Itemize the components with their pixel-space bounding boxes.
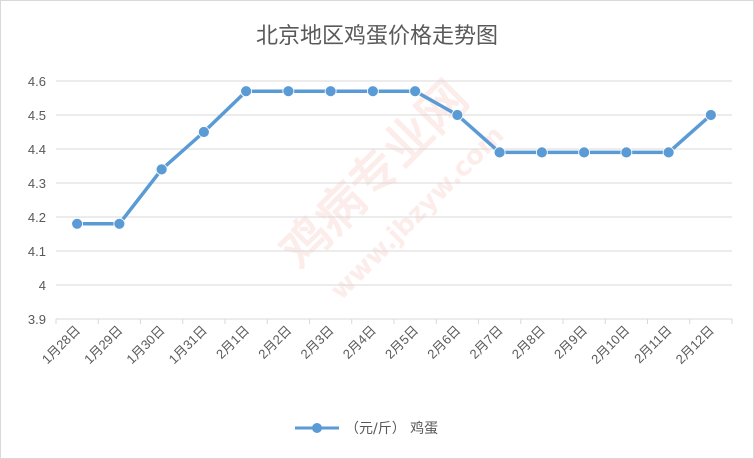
x-tick-label: 1月28日 — [39, 323, 83, 367]
y-tick-label: 4.2 — [28, 210, 46, 225]
y-axis: 3.9 4 4.1 4.2 4.3 4.4 4.5 4.6 — [28, 74, 46, 327]
x-tick-label: 1月30日 — [123, 323, 167, 367]
x-tick-label: 2月8日 — [509, 323, 548, 362]
x-tick-label: 2月2日 — [255, 323, 294, 362]
y-tick-label: 3.9 — [28, 312, 46, 327]
x-tick-label: 2月5日 — [382, 323, 421, 362]
data-point — [451, 109, 464, 121]
x-tick-label: 2月1日 — [213, 323, 252, 362]
data-point — [409, 85, 422, 98]
x-tick-label: 2月9日 — [551, 323, 590, 362]
legend-label: （元/斤） 鸡蛋 — [345, 420, 438, 437]
x-tick-label: 2月6日 — [424, 323, 463, 362]
data-point — [662, 146, 675, 159]
x-tick-label: 2月3日 — [298, 323, 337, 362]
legend-marker — [312, 423, 322, 433]
data-point — [324, 85, 337, 98]
data-point — [240, 85, 253, 98]
x-tick-label: 2月7日 — [467, 323, 506, 362]
series-line — [77, 89, 713, 226]
data-point — [578, 146, 591, 159]
y-tick-label: 4.6 — [28, 74, 46, 89]
x-tick-label: 1月29日 — [81, 323, 125, 367]
data-point — [620, 146, 633, 159]
data-point — [197, 126, 210, 138]
x-tick-label: 1月31日 — [166, 323, 210, 367]
series-eggs — [71, 85, 717, 230]
y-tick-label: 4.3 — [28, 176, 46, 191]
x-tick-label: 2月10日 — [588, 323, 632, 367]
x-tick-label: 2月11日 — [631, 323, 675, 367]
legend: （元/斤） 鸡蛋 — [295, 420, 438, 437]
data-point — [113, 217, 126, 230]
data-point — [155, 163, 168, 176]
chart-title: 北京地区鸡蛋价格走势图 — [256, 24, 498, 49]
data-point — [366, 85, 379, 98]
data-point — [535, 146, 548, 159]
data-point — [704, 109, 717, 121]
y-tick-label: 4 — [39, 278, 46, 293]
x-tick-label: 2月12日 — [673, 323, 717, 367]
gridlines — [56, 80, 732, 320]
data-point — [282, 85, 295, 98]
y-tick-label: 4.4 — [28, 142, 46, 157]
watermark: 鸡病专业网 www.jbzyw.com — [270, 70, 510, 306]
y-tick-label: 4.5 — [28, 108, 46, 123]
data-point — [71, 217, 84, 230]
data-point — [493, 146, 506, 159]
y-tick-label: 4.1 — [28, 244, 46, 259]
x-tick-label: 2月4日 — [340, 323, 379, 362]
